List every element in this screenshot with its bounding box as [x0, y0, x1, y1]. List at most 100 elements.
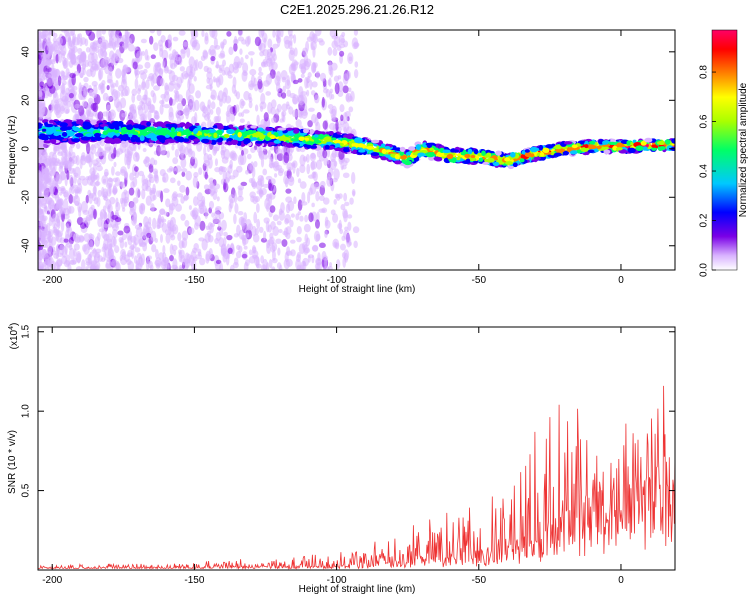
heatmap-speckle [97, 189, 102, 197]
heatmap-speckle [265, 73, 273, 85]
heatmap-speckle [135, 152, 140, 162]
heatmap-speckle [338, 219, 342, 232]
heatmap-speckle [270, 107, 276, 115]
heatmap-speckle [177, 232, 182, 242]
heatmap-speckle [101, 80, 106, 86]
heatmap-cell [478, 157, 484, 162]
heatmap-speckle [73, 243, 80, 251]
heatmap-speckle [299, 181, 307, 189]
heatmap-speckle [46, 109, 52, 121]
heatmap-cell [442, 149, 451, 154]
heatmap-speckle [104, 168, 109, 177]
heatmap-speckle [81, 259, 86, 270]
heatmap-cell [665, 139, 671, 145]
heatmap-speckle [192, 213, 198, 220]
heatmap-speckle [203, 152, 209, 164]
heatmap-speckle [108, 145, 114, 156]
heatmap-speckle [178, 56, 183, 66]
heatmap-speckle [250, 147, 256, 153]
heatmap-speckle [85, 266, 89, 270]
heatmap-speckle [234, 203, 239, 214]
heatmap-speckle [270, 221, 276, 230]
heatmap-speckle [347, 221, 352, 232]
heatmap-speckle [315, 258, 322, 265]
heatmap-cell [587, 149, 595, 154]
heatmap-speckle [307, 71, 312, 78]
heatmap-speckle [281, 110, 287, 117]
heatmap-speckle [318, 195, 325, 201]
heatmap-speckle [168, 70, 176, 83]
heatmap-speckle [107, 203, 113, 214]
heatmap-speckle [185, 108, 189, 120]
heatmap-speckle [100, 84, 104, 95]
heatmap-speckle [114, 245, 120, 254]
heatmap-speckle [133, 166, 139, 172]
heatmap-speckle [203, 65, 209, 72]
spectrogram-ytick-label: -20 [21, 190, 32, 205]
heatmap-speckle [269, 146, 275, 151]
heatmap-speckle [186, 47, 191, 58]
heatmap-cell [290, 138, 299, 142]
heatmap-speckle [248, 255, 256, 264]
heatmap-speckle [214, 183, 221, 190]
heatmap-speckle [326, 159, 330, 165]
heatmap-speckle [207, 157, 213, 169]
heatmap-speckle [97, 145, 102, 154]
heatmap-speckle [92, 186, 97, 195]
heatmap-speckle [78, 206, 82, 218]
heatmap-speckle [281, 103, 288, 112]
heatmap-speckle [306, 89, 310, 97]
heatmap-speckle [156, 30, 162, 37]
heatmap-speckle [54, 182, 59, 187]
heatmap-speckle [195, 90, 202, 99]
heatmap-speckle [38, 230, 44, 238]
heatmap-speckle [310, 90, 316, 96]
heatmap-speckle [109, 243, 113, 250]
colorbar-tick-label: 0.2 [699, 213, 710, 227]
heatmap-speckle [85, 142, 91, 155]
heatmap-cell [313, 134, 319, 138]
heatmap-speckle [146, 55, 150, 61]
heatmap-speckle [40, 235, 47, 245]
heatmap-cell [524, 149, 530, 153]
heatmap-cell [216, 129, 222, 135]
heatmap-cell [325, 131, 331, 135]
heatmap-cell [40, 136, 46, 140]
heatmap-cell [486, 152, 492, 158]
heatmap-speckle [282, 231, 288, 236]
heatmap-speckle [227, 247, 233, 255]
heatmap-cell [213, 132, 218, 139]
heatmap-speckle [38, 84, 41, 91]
heatmap-cell [192, 138, 201, 142]
heatmap-cell [44, 123, 54, 128]
heatmap-speckle [121, 197, 126, 210]
heatmap-speckle [115, 150, 120, 158]
heatmap-speckle [325, 88, 331, 98]
heatmap-speckle [58, 186, 62, 192]
heatmap-speckle [144, 61, 151, 69]
heatmap-speckle [120, 256, 127, 266]
heatmap-cell [41, 128, 47, 132]
heatmap-speckle [53, 99, 60, 110]
heatmap-speckle [269, 205, 276, 213]
heatmap-speckle [216, 196, 220, 202]
heatmap-speckle [340, 114, 344, 122]
spectrogram-ylabel: Frequency (Hz) [7, 116, 18, 185]
heatmap-speckle [318, 155, 325, 162]
heatmap-cell [348, 140, 353, 144]
heatmap-speckle [292, 79, 299, 85]
heatmap-speckle [198, 205, 205, 214]
heatmap-speckle [101, 111, 109, 117]
heatmap-speckle [329, 108, 334, 114]
heatmap-speckle [197, 60, 203, 70]
heatmap-speckle [184, 219, 190, 227]
heatmap-speckle [184, 252, 190, 265]
heatmap-speckle [150, 90, 155, 98]
snr-xlabel: Height of straight line (km) [299, 584, 416, 595]
heatmap-speckle [152, 194, 157, 201]
heatmap-speckle [343, 249, 350, 261]
heatmap-speckle [311, 113, 317, 124]
heatmap-speckle [133, 255, 138, 264]
heatmap-speckle [161, 49, 169, 61]
heatmap-speckle [287, 30, 293, 37]
